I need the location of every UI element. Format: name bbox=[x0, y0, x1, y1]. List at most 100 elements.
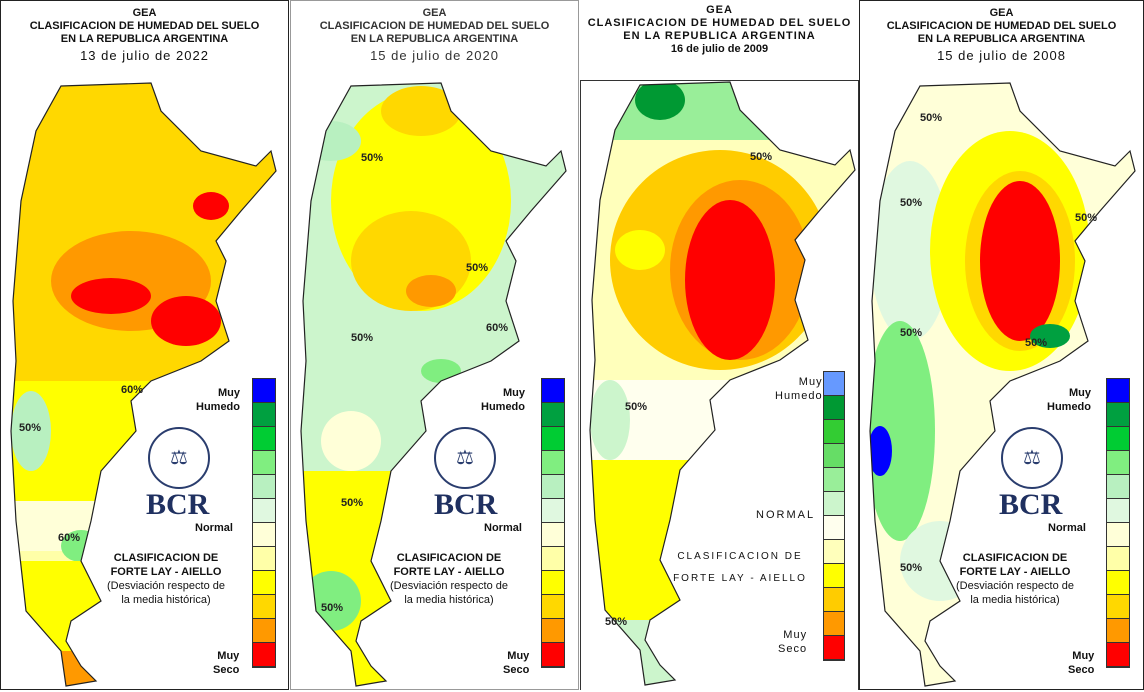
color-legend bbox=[823, 371, 845, 661]
legend-swatch-4 bbox=[253, 475, 275, 499]
contour-label: 50% bbox=[920, 112, 942, 124]
header-title: CLASIFICACION DE HUMEDAD DEL SUELO bbox=[587, 17, 852, 29]
header-date: 15 de julio de 2020 bbox=[370, 48, 499, 63]
legend-swatch-10 bbox=[1107, 619, 1129, 643]
contour-label: 50% bbox=[625, 401, 647, 413]
classification-note: CLASIFICACION DE FORTE LAY - AIELLO (Desvi… bbox=[389, 552, 508, 606]
legend-swatch-2 bbox=[824, 420, 844, 444]
soil-moisture-map: 50% 50% 50% bbox=[589, 81, 856, 686]
legend-swatch-0 bbox=[542, 379, 564, 403]
legend-swatch-9 bbox=[542, 595, 564, 619]
legend-label-muy-humedo: Muy Humedo bbox=[1047, 387, 1091, 413]
legend-swatch-7 bbox=[542, 547, 564, 571]
bcr-seal-logo: ⚖ bbox=[434, 427, 496, 489]
legend-swatch-8 bbox=[253, 571, 275, 595]
header-date: 15 de julio de 2008 bbox=[937, 48, 1066, 63]
header-subtitle: EN LA REPUBLICA ARGENTINA bbox=[623, 30, 816, 42]
panel-header: GEA CLASIFICACION DE HUMEDAD DEL SUELO E… bbox=[1, 7, 288, 62]
bcr-logo: BCR bbox=[146, 488, 210, 521]
legend-swatch-5 bbox=[824, 492, 844, 516]
contour-label: 50% bbox=[900, 562, 922, 574]
bcr-logo: BCR bbox=[999, 488, 1063, 521]
header-date: 16 de julio de 2009 bbox=[670, 43, 769, 55]
legend-label-muy-seco: Muy Seco bbox=[213, 650, 240, 676]
legend-swatch-2 bbox=[542, 427, 564, 451]
header-gea: GEA bbox=[706, 4, 733, 16]
legend-swatch-10 bbox=[253, 619, 275, 643]
legend-swatch-9 bbox=[253, 595, 275, 619]
legend-swatch-1 bbox=[542, 403, 564, 427]
contour-label: 50% bbox=[750, 151, 772, 163]
legend-swatch-8 bbox=[542, 571, 564, 595]
contour-label: 50% bbox=[900, 327, 922, 339]
classification-note: CLASIFICACION DE FORTE LAY - AIELLO (Desvi… bbox=[106, 552, 225, 606]
legend-swatch-3 bbox=[824, 444, 844, 468]
contour-label: 50% bbox=[351, 332, 373, 344]
legend-swatch-11 bbox=[824, 636, 844, 660]
legend-label-muy-humedo: Muy Humedo bbox=[481, 387, 525, 413]
header-gea: GEA bbox=[132, 7, 157, 19]
legend-swatch-10 bbox=[824, 612, 844, 636]
header-title: CLASIFICACION DE HUMEDAD DEL SUELO bbox=[886, 20, 1117, 32]
legend-label-muy-humedo: Muy Humedo bbox=[775, 376, 823, 402]
legend-label-muy-humedo: Muy Humedo bbox=[196, 387, 240, 413]
contour-label: 50% bbox=[1025, 337, 1047, 349]
contour-label: 50% bbox=[341, 497, 363, 509]
header-title: CLASIFICACION DE HUMEDAD DEL SUELO bbox=[29, 20, 260, 32]
contour-label: 50% bbox=[466, 262, 488, 274]
legend-swatch-5 bbox=[253, 499, 275, 523]
legend-swatch-6 bbox=[824, 516, 844, 540]
legend-swatch-9 bbox=[824, 588, 844, 612]
map-frame bbox=[580, 80, 859, 690]
legend-swatch-11 bbox=[253, 643, 275, 667]
legend-swatch-1 bbox=[824, 396, 844, 420]
map-panel-2020: GEA CLASIFICACION DE HUMEDAD DEL SUELO E… bbox=[290, 0, 579, 690]
legend-swatch-9 bbox=[1107, 595, 1129, 619]
contour-label: 50% bbox=[361, 152, 383, 164]
contour-label: 50% bbox=[605, 616, 627, 628]
legend-swatch-2 bbox=[253, 427, 275, 451]
legend-swatch-4 bbox=[824, 468, 844, 492]
color-legend bbox=[541, 378, 565, 668]
panel-header: GEA CLASIFICACION DE HUMEDAD DEL SUELO E… bbox=[860, 7, 1143, 62]
contour-label: 50% bbox=[19, 422, 41, 434]
legend-label-muy-seco: Muy Seco bbox=[778, 629, 808, 655]
contour-label: 50% bbox=[900, 197, 922, 209]
legend-swatch-1 bbox=[253, 403, 275, 427]
legend-swatch-7 bbox=[1107, 547, 1129, 571]
soil-moisture-map: 60% 50% 60% bbox=[10, 82, 277, 687]
header-gea: GEA bbox=[422, 7, 447, 19]
panel-header: GEA CLASIFICACION DE HUMEDAD DEL SUELO E… bbox=[291, 7, 578, 62]
bcr-logo: BCR bbox=[434, 488, 498, 521]
legend-swatch-5 bbox=[1107, 499, 1129, 523]
legend-swatch-6 bbox=[542, 523, 564, 547]
header-date: 13 de julio de 2022 bbox=[80, 48, 209, 63]
header-subtitle: EN LA REPUBLICA ARGENTINA bbox=[917, 33, 1086, 45]
contour-label: 50% bbox=[321, 602, 343, 614]
legend-swatch-6 bbox=[1107, 523, 1129, 547]
classification-note: CLASIFICACION DE FORTE LAY - AIELLO (Desvi… bbox=[955, 552, 1074, 606]
legend-swatch-6 bbox=[253, 523, 275, 547]
legend-swatch-3 bbox=[253, 451, 275, 475]
contour-label: 60% bbox=[486, 322, 508, 334]
legend-swatch-3 bbox=[1107, 451, 1129, 475]
legend-label-normal: NORMAL bbox=[756, 509, 816, 521]
legend-swatch-10 bbox=[542, 619, 564, 643]
header-title: CLASIFICACION DE HUMEDAD DEL SUELO bbox=[319, 20, 550, 32]
legend-swatch-11 bbox=[542, 643, 564, 667]
legend-label-normal: Normal bbox=[1048, 522, 1086, 534]
legend-swatch-7 bbox=[824, 540, 844, 564]
legend-label-muy-seco: Muy Seco bbox=[1068, 650, 1095, 676]
legend-swatch-0 bbox=[1107, 379, 1129, 403]
bcr-seal-logo: ⚖ bbox=[1001, 427, 1063, 489]
legend-swatch-8 bbox=[824, 564, 844, 588]
legend-swatch-2 bbox=[1107, 427, 1129, 451]
bcr-seal-logo: ⚖ bbox=[148, 427, 210, 489]
color-legend bbox=[252, 378, 276, 668]
map-panel-2022: GEA CLASIFICACION DE HUMEDAD DEL SUELO E… bbox=[0, 0, 289, 690]
legend-label-normal: Normal bbox=[195, 522, 233, 534]
contour-label: 60% bbox=[58, 532, 80, 544]
legend-swatch-4 bbox=[542, 475, 564, 499]
legend-label-normal: Normal bbox=[484, 522, 522, 534]
color-legend bbox=[1106, 378, 1130, 668]
